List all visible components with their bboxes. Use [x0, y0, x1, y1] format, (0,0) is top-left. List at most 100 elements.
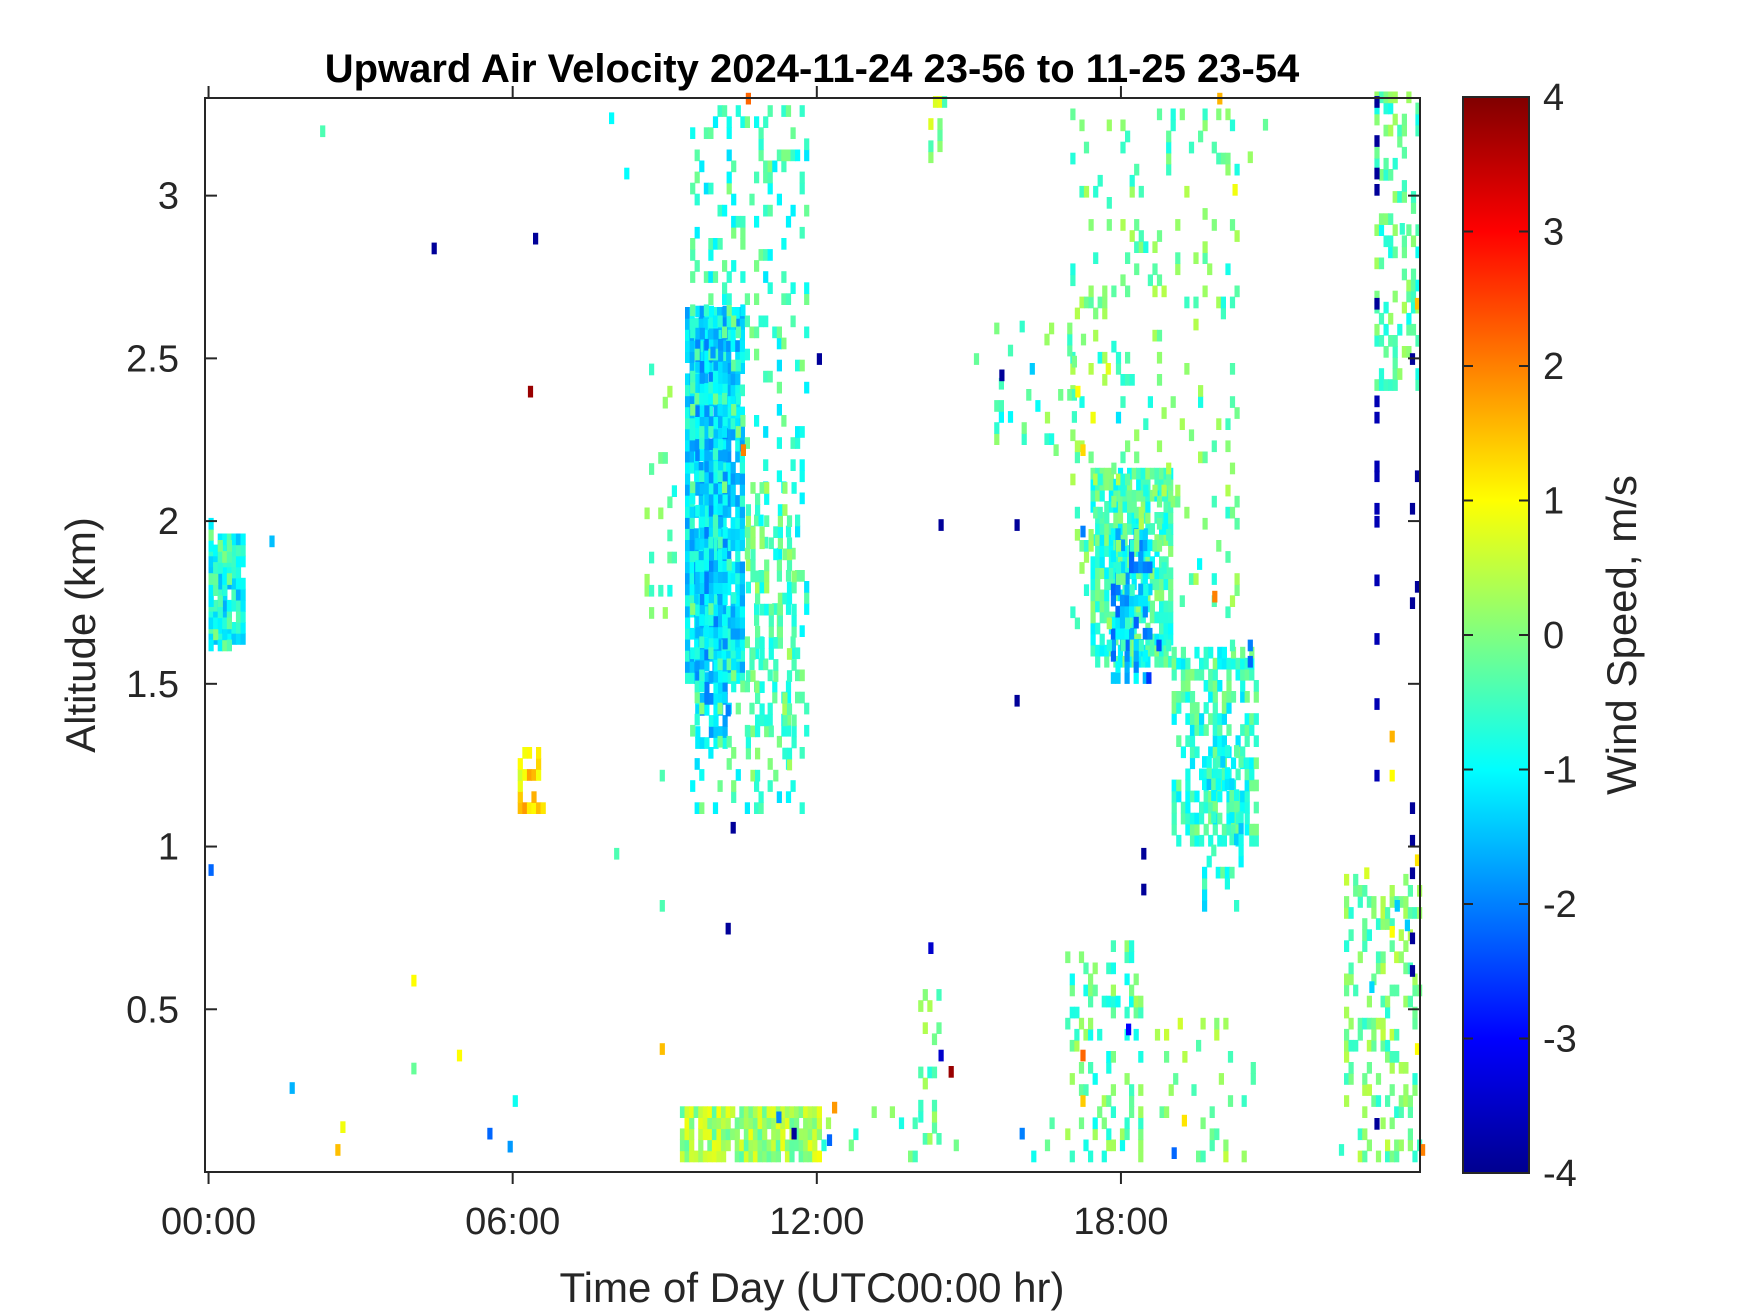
heatmap-cell — [1110, 594, 1116, 607]
heatmap-cell — [1380, 1117, 1386, 1130]
heatmap-cell — [1133, 639, 1139, 651]
heatmap-cell — [1221, 713, 1227, 725]
heatmap-cell — [786, 648, 793, 660]
heatmap-cell — [1129, 1084, 1135, 1096]
heatmap-cell — [1211, 219, 1217, 231]
heatmap-cell — [776, 337, 782, 350]
heatmap-cell — [754, 293, 760, 305]
heatmap-cell — [1211, 844, 1217, 857]
heatmap-cell — [799, 669, 805, 682]
heatmap-cell — [1134, 163, 1140, 176]
heatmap-cell — [804, 603, 810, 615]
heatmap-cell — [748, 1150, 754, 1163]
heatmap-cell — [1407, 907, 1413, 919]
heatmap-cell — [1234, 230, 1240, 242]
heatmap-cell — [1168, 589, 1174, 602]
heatmap-cell — [721, 1150, 727, 1163]
heatmap-cell — [1366, 995, 1372, 1008]
heatmap-point — [1146, 672, 1152, 684]
heatmap-cell — [1138, 1139, 1144, 1152]
heatmap-cell — [213, 562, 219, 574]
heatmap-cell — [1129, 174, 1135, 187]
heatmap-point — [973, 353, 980, 365]
heatmap-cell — [712, 550, 718, 563]
heatmap-cell — [531, 802, 537, 814]
heatmap-cell — [726, 528, 732, 540]
heatmap-cell — [1182, 1051, 1188, 1063]
heatmap-cell — [1108, 534, 1114, 546]
heatmap-cell — [791, 482, 797, 494]
heatmap-cell — [1110, 639, 1116, 651]
heatmap-cell — [1362, 940, 1368, 952]
heatmap-cell — [222, 566, 228, 579]
heatmap-cell — [798, 1139, 804, 1152]
heatmap-cell — [708, 249, 714, 261]
heatmap-cell — [704, 637, 710, 650]
heatmap-cell — [208, 573, 214, 585]
heatmap-point — [1181, 1114, 1187, 1127]
heatmap-cell — [1249, 646, 1255, 659]
heatmap-cell — [754, 415, 760, 427]
heatmap-cell — [695, 361, 701, 373]
heatmap-cell — [748, 1128, 754, 1141]
heatmap-cell — [722, 383, 728, 395]
heatmap-cell — [1249, 713, 1255, 725]
heatmap-cell — [208, 584, 214, 596]
heatmap-cell — [785, 293, 792, 305]
heatmap-cell — [1415, 279, 1421, 292]
heatmap-cell — [726, 149, 732, 162]
heatmap-cell — [1225, 440, 1231, 453]
heatmap-cell — [718, 361, 724, 373]
heatmap-cell — [1074, 451, 1080, 464]
heatmap-cell — [1226, 812, 1232, 825]
heatmap-cell — [690, 370, 696, 383]
heatmap-cell — [1074, 307, 1080, 320]
heatmap-cell — [695, 659, 701, 672]
heatmap-cell — [1145, 512, 1151, 524]
heatmap-cell — [799, 459, 805, 471]
heatmap-cell — [1385, 1150, 1391, 1163]
heatmap-cell — [685, 561, 691, 574]
heatmap-cell — [1106, 1128, 1112, 1141]
heatmap-point — [533, 232, 539, 245]
heatmap-cell — [713, 327, 719, 340]
heatmap-cell — [1344, 1006, 1350, 1019]
heatmap-cell — [695, 416, 701, 428]
heatmap-cell — [1403, 1062, 1409, 1074]
heatmap-cell — [781, 149, 787, 162]
heatmap-point — [1414, 297, 1421, 310]
heatmap-cell — [1212, 657, 1218, 670]
heatmap-point — [1409, 834, 1416, 847]
heatmap-cell — [1203, 680, 1209, 692]
heatmap-cell — [1127, 489, 1133, 502]
heatmap-cell — [758, 514, 764, 527]
heatmap-cell — [795, 514, 801, 527]
heatmap-cell — [1216, 540, 1222, 552]
heatmap-cell — [762, 1150, 768, 1163]
heatmap-cell — [1229, 833, 1235, 846]
heatmap-cell — [698, 461, 704, 474]
heatmap-cell — [1194, 724, 1200, 736]
heatmap-cell — [1115, 351, 1122, 364]
heatmap-cell — [685, 506, 691, 518]
heatmap-cell — [1202, 888, 1208, 901]
heatmap-cell — [689, 428, 695, 441]
heatmap-cell — [743, 1128, 749, 1141]
heatmap-point — [1374, 297, 1380, 310]
heatmap-cell — [789, 1106, 795, 1118]
heatmap-cell — [1171, 657, 1177, 670]
heatmap-cell — [658, 507, 664, 520]
heatmap-cell — [689, 439, 695, 452]
heatmap-cell — [704, 538, 710, 550]
heatmap-cell — [781, 415, 787, 427]
heatmap-cell — [235, 588, 242, 601]
heatmap-cell — [785, 570, 792, 582]
heatmap-cell — [704, 593, 710, 606]
heatmap-cell — [718, 593, 724, 606]
heatmap-cell — [1244, 779, 1250, 792]
heatmap-cell — [804, 149, 810, 162]
heatmap-point — [1409, 802, 1416, 814]
heatmap-cell — [1240, 691, 1246, 703]
heatmap-cell — [1397, 368, 1403, 380]
heatmap-cell — [718, 615, 724, 628]
